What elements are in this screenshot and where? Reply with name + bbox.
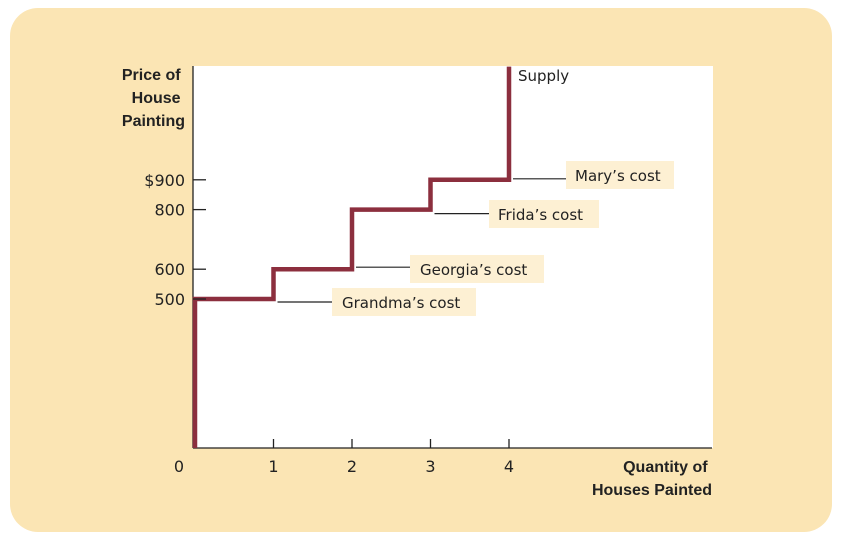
x-tick-label: 2 — [347, 457, 357, 476]
series-layer: Supply — [192, 66, 569, 448]
annotation-label: Mary’s cost — [575, 167, 661, 185]
x-tick-label: 0 — [174, 457, 184, 476]
y-tick-label: 600 — [154, 260, 185, 279]
x-axis-label-line-1: Quantity of — [623, 459, 708, 476]
x-tick-label: 3 — [425, 457, 435, 476]
y-axis-label-line-1: Price of — [122, 67, 181, 84]
y-tick-label: 800 — [154, 201, 185, 220]
annotation-label-box — [566, 161, 674, 189]
x-tick-label: 1 — [268, 457, 278, 476]
y-axis-label: Price of House Painting — [122, 67, 185, 130]
y-tick-label: $900 — [144, 171, 185, 190]
annotation-label: Frida’s cost — [498, 206, 583, 224]
y-tick-label: 500 — [154, 290, 185, 309]
ticks: 0 1 2 3 4 $900 800 600 500 — [144, 171, 514, 476]
x-tick-label: 4 — [504, 457, 514, 476]
supply-step-line — [192, 66, 512, 448]
x-axis-label: Quantity of Houses Painted — [592, 459, 712, 499]
series-label-supply: Supply — [518, 67, 569, 85]
annotation-label-box — [332, 288, 476, 316]
y-axis-label-line-2: House — [132, 90, 181, 107]
annotation-label-box — [489, 200, 599, 228]
x-axis-label-line-2: Houses Painted — [592, 482, 712, 499]
annotations: Mary’s cost Frida’s cost Georgia’s cost Gra… — [277, 161, 674, 316]
annotation-label: Grandma’s cost — [342, 294, 460, 312]
y-axis-label-line-3: Painting — [122, 113, 185, 130]
annotation-label: Georgia’s cost — [420, 261, 527, 279]
annotation-label-box — [410, 255, 544, 283]
